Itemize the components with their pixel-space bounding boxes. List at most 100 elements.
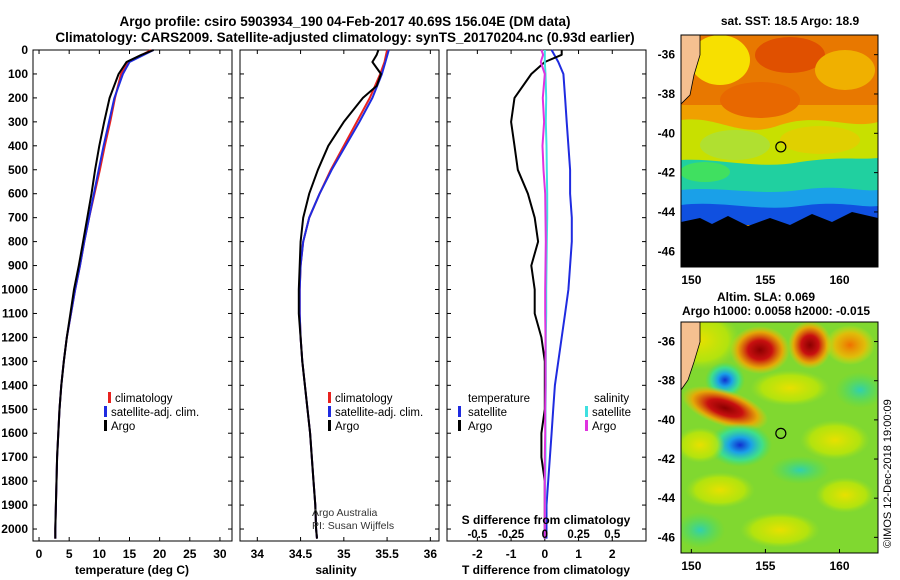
sla-argo-position-marker — [775, 427, 787, 439]
map-y-tick-label: -42 — [658, 166, 676, 180]
legend-marker-argo — [104, 420, 107, 431]
figure-title-line1: Argo profile: csiro 5903934_190 04-Feb-2… — [120, 14, 571, 29]
legend-label-argo: Argo — [335, 421, 359, 433]
legend-marker-temp-argo — [458, 420, 461, 431]
figure-title-line2: Climatology: CARS2009. Satellite-adjuste… — [55, 30, 634, 45]
depth-tick-label: 300 — [8, 115, 28, 129]
sst-map-ticks: 150 155 160 -36 -38 -40 -42 -44 -46 — [658, 48, 878, 287]
depth-tick-label: 900 — [8, 259, 28, 273]
x-tick-label: 1 — [575, 547, 582, 561]
series-line-argo — [54, 49, 154, 539]
depth-tick-label: 400 — [8, 139, 28, 153]
sst-map-title: sat. SST: 18.5 Argo: 18.9 — [721, 14, 860, 28]
legend-marker-sal-satellite — [585, 406, 588, 417]
salinity-plot: 34 34.5 35 35.5 36 salinity climatology sate… — [251, 49, 438, 577]
depth-tick-label: 1400 — [1, 378, 28, 392]
temperature-xlabel: temperature (deg C) — [75, 563, 189, 577]
x-tick-label: 35.5 — [375, 547, 399, 561]
s-difference-tick-label: -0.25 — [498, 529, 525, 541]
depth-tick-label: 700 — [8, 211, 28, 225]
x-tick-label: 15 — [123, 547, 137, 561]
sla-map-ticks: 150 155 160 -36 -38 -40 -42 -44 -46 — [658, 335, 878, 573]
depth-tick-label: 500 — [8, 163, 28, 177]
sst-map-frame — [680, 34, 879, 268]
legend-label-temp-satellite: satellite — [468, 407, 507, 419]
difference-plot: -2 -1 0 1 2 T difference from climatology S … — [458, 49, 631, 577]
salinity-legend: climatology satellite-adj. clim. Argo — [328, 392, 423, 433]
x-tick-label: 5 — [66, 547, 73, 561]
series-line-argo — [297, 49, 382, 539]
legend-marker-climatology — [328, 392, 331, 403]
legend-marker-argo — [328, 420, 331, 431]
depth-tick-label: 1700 — [1, 450, 28, 464]
legend-title-salinity: salinity — [594, 393, 629, 405]
sla-map-title-line2: Argo h1000: 0.0058 h2000: -0.015 — [682, 304, 870, 318]
map-y-tick-label: -40 — [658, 126, 676, 140]
sla-map — [681, 322, 878, 553]
depth-tick-label: 800 — [8, 235, 28, 249]
map-y-tick-label: -40 — [658, 413, 676, 427]
x-tick-label: 25 — [183, 547, 197, 561]
legend-marker-temp-satellite — [458, 406, 461, 417]
temperature-lines — [54, 49, 155, 539]
x-tick-label: 2 — [609, 547, 616, 561]
depth-tick-label: 1100 — [2, 306, 28, 320]
t-difference-xlabel: T difference from climatology — [462, 563, 630, 577]
legend-label-sal-satellite: satellite — [592, 407, 631, 419]
depth-tick-label: 1500 — [1, 402, 28, 416]
s-difference-tick-label: -0.5 — [467, 529, 487, 541]
depth-tick-label: 100 — [8, 67, 28, 81]
difference-legend: temperature satellite Argo salinity sate… — [458, 393, 631, 433]
salinity-lines — [297, 49, 390, 539]
legend-title-temperature: temperature — [468, 393, 530, 405]
sla-map-title-line1: Altim. SLA: 0.069 — [717, 290, 815, 304]
depth-tick-label: 200 — [8, 91, 28, 105]
legend-marker-satellite — [328, 406, 331, 417]
legend-marker-sal-argo — [585, 420, 588, 431]
depth-tick-label: 2000 — [1, 522, 28, 536]
temperature-legend: climatology satellite-adj. clim. Argo — [104, 392, 199, 433]
series-line-temperature-satellite — [545, 49, 573, 539]
legend-label-sal-argo: Argo — [592, 421, 616, 433]
map-x-tick-label: 160 — [829, 559, 849, 573]
legend-marker-climatology — [108, 392, 111, 403]
depth-tick-label: 1200 — [1, 330, 28, 344]
s-difference-tick-label: 0 — [542, 529, 548, 541]
imos-watermark: ©IMOS 12-Dec-2018 19:00:09 — [882, 399, 894, 548]
salinity-xlabel: salinity — [315, 563, 357, 577]
x-tick-label: 36 — [424, 547, 438, 561]
depth-tick-label: 0 — [21, 43, 28, 57]
depth-tick-label: 1000 — [1, 283, 28, 297]
depth-tick-label: 1600 — [1, 426, 28, 440]
salinity-x-ticks: 34 34.5 35 35.5 36 — [251, 50, 438, 561]
map-y-tick-label: -36 — [658, 335, 676, 349]
temperature-panel-frame — [32, 49, 233, 542]
x-tick-label: 10 — [93, 547, 107, 561]
legend-label-argo: Argo — [111, 421, 135, 433]
s-difference-xlabel: S difference from climatology — [462, 513, 631, 527]
map-y-tick-label: -38 — [658, 374, 676, 388]
s-difference-tick-label: 0.25 — [567, 529, 590, 541]
depth-tick-label: 1900 — [1, 498, 28, 512]
legend-label-temp-argo: Argo — [468, 421, 492, 433]
s-difference-tick-label: 0.5 — [604, 529, 621, 541]
map-y-tick-label: -42 — [658, 452, 676, 466]
x-tick-label: 34.5 — [289, 547, 313, 561]
map-x-tick-label: 155 — [755, 273, 775, 287]
legend-label-climatology: climatology — [115, 393, 173, 405]
map-y-tick-label: -44 — [658, 205, 676, 219]
difference-lines — [510, 49, 573, 539]
x-tick-label: 34 — [251, 547, 265, 561]
x-tick-label: -2 — [472, 547, 483, 561]
series-line-temperature-argo — [510, 50, 563, 539]
x-tick-label: 30 — [213, 547, 227, 561]
x-tick-label: 0 — [541, 547, 548, 561]
map-x-tick-label: 150 — [681, 273, 701, 287]
map-x-tick-label: 155 — [755, 559, 775, 573]
difference-panel-frame — [446, 49, 647, 542]
sla-map-frame — [680, 321, 879, 554]
x-tick-label: 35 — [337, 547, 351, 561]
depth-tick-label: 600 — [8, 187, 28, 201]
difference-x-ticks: -2 -1 0 1 2 — [472, 50, 616, 561]
